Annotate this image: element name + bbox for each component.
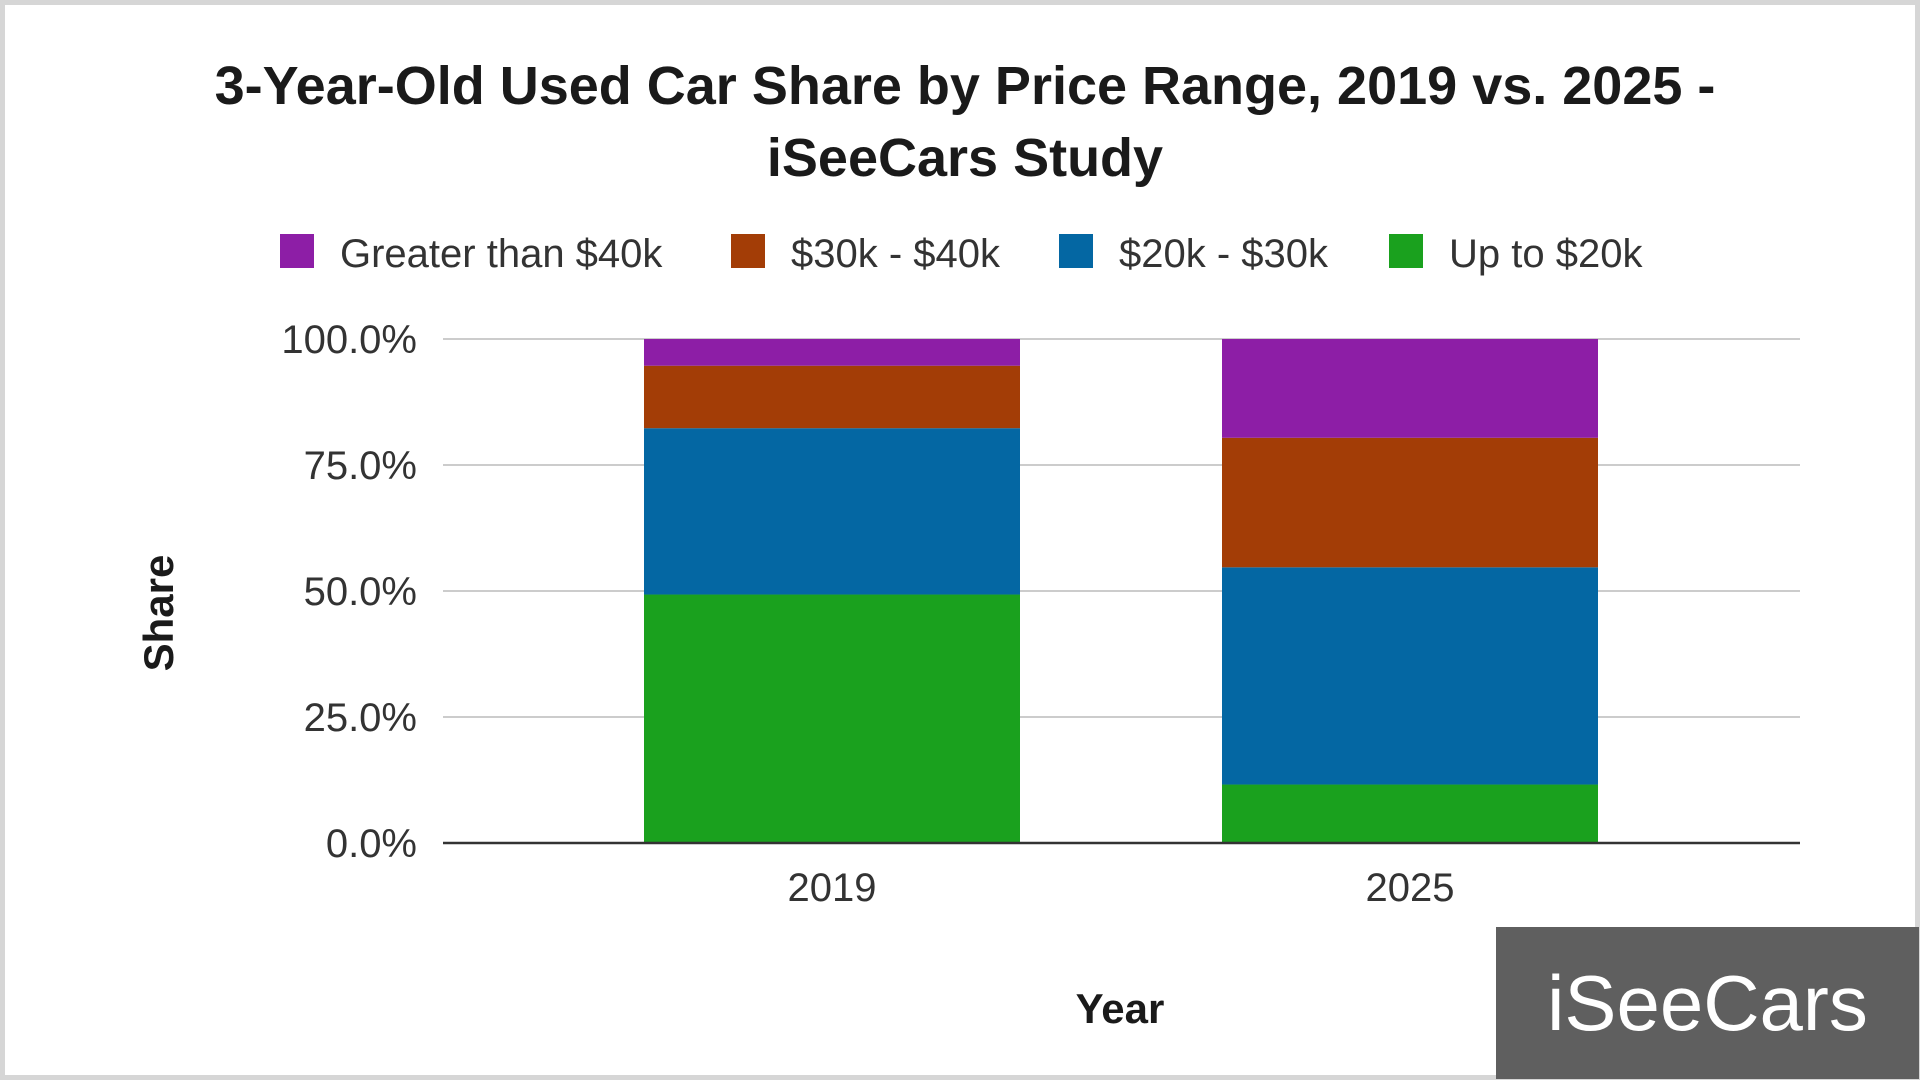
bars bbox=[644, 339, 1598, 843]
chart-title: 3-Year-Old Used Car Share by Price Range… bbox=[215, 56, 1716, 188]
legend: Greater than $40k $30k - $40k $20k - $30k U… bbox=[280, 232, 1643, 276]
legend-label: $20k - $30k bbox=[1119, 232, 1329, 276]
y-tick-label: 100.0% bbox=[281, 318, 417, 362]
legend-swatch bbox=[280, 234, 314, 268]
legend-swatch bbox=[731, 234, 765, 268]
bar-2019-20k-30k bbox=[644, 428, 1020, 595]
bar-2025-20k-30k bbox=[1222, 567, 1598, 785]
legend-label: $30k - $40k bbox=[791, 232, 1001, 276]
iseecars-logo: iSeeCars bbox=[1496, 927, 1919, 1079]
y-tick-label: 0.0% bbox=[326, 822, 417, 866]
x-axis-ticks: 2019 2025 bbox=[788, 866, 1455, 910]
chart-title-line-2: iSeeCars Study bbox=[767, 128, 1163, 188]
chart-title-line-1: 3-Year-Old Used Car Share by Price Range… bbox=[215, 56, 1716, 116]
legend-label: Greater than $40k bbox=[340, 232, 663, 276]
bar-2025-greater-than-40k bbox=[1222, 339, 1598, 438]
y-tick-label: 50.0% bbox=[304, 570, 417, 614]
bar-2025-30k-40k bbox=[1222, 437, 1598, 568]
bar-2019-greater-than-40k bbox=[644, 339, 1020, 366]
legend-label: Up to $20k bbox=[1449, 232, 1643, 276]
legend-swatch bbox=[1389, 234, 1423, 268]
x-tick-label: 2025 bbox=[1366, 866, 1455, 910]
y-axis-ticks: 0.0% 25.0% 50.0% 75.0% 100.0% bbox=[281, 318, 417, 866]
chart-canvas: 3-Year-Old Used Car Share by Price Range… bbox=[135, 56, 1800, 1032]
legend-swatch bbox=[1059, 234, 1093, 268]
bar-2019-up-to-20k bbox=[644, 594, 1020, 843]
y-axis-title: Share bbox=[135, 555, 182, 672]
x-axis-title: Year bbox=[1076, 985, 1165, 1032]
bar-2019-30k-40k bbox=[644, 365, 1020, 429]
y-tick-label: 75.0% bbox=[304, 444, 417, 488]
x-tick-label: 2019 bbox=[788, 866, 877, 910]
bar-2025-up-to-20k bbox=[1222, 784, 1598, 843]
y-tick-label: 25.0% bbox=[304, 696, 417, 740]
